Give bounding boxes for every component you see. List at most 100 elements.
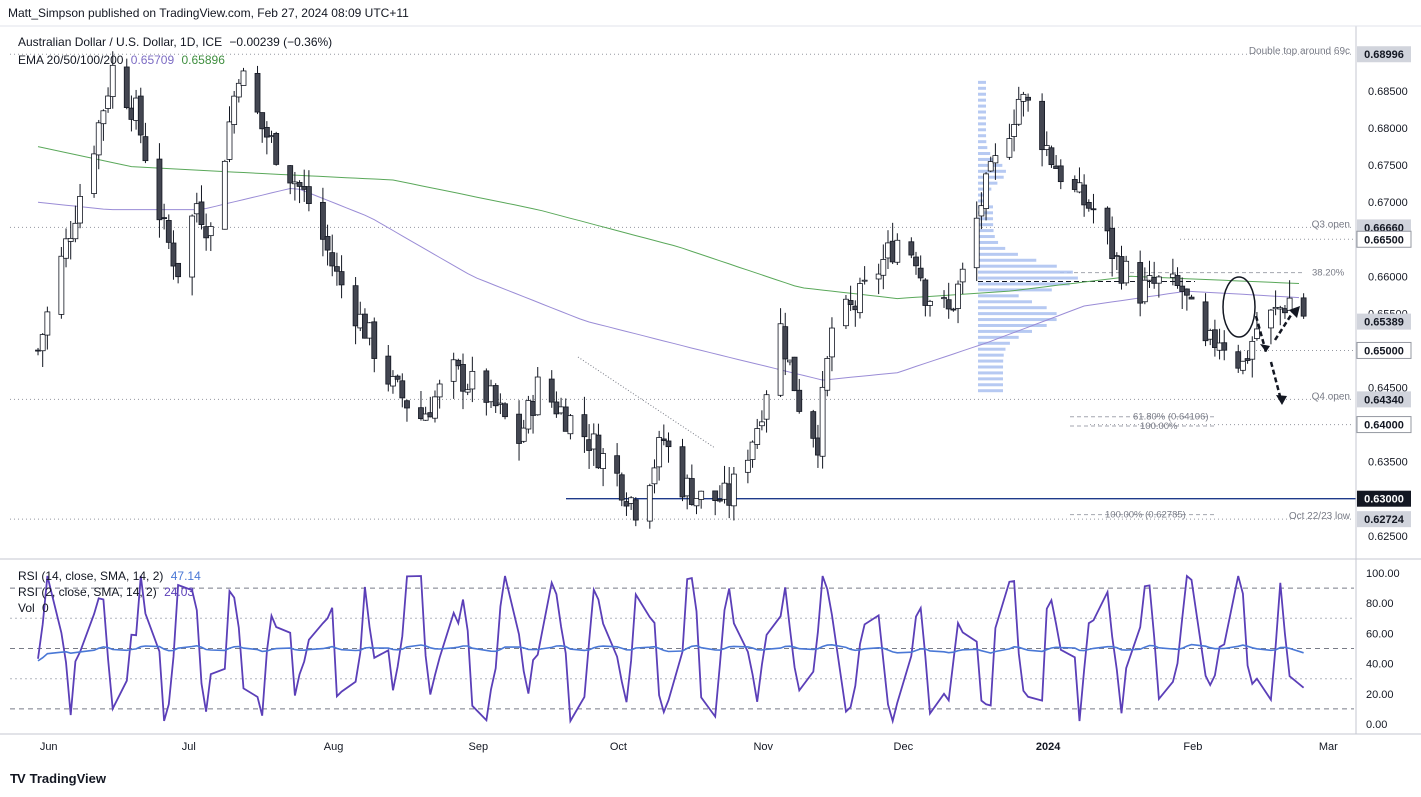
price-axis-tick: 0.67000 — [1368, 197, 1408, 209]
candle-body — [77, 196, 83, 224]
candle-body — [390, 376, 396, 387]
candle-body — [1235, 351, 1242, 369]
rsi2-label: RSI (2, close, SMA, 14, 2) — [18, 585, 157, 599]
volume-profile-bar — [978, 252, 1018, 256]
candle-body — [1048, 147, 1055, 166]
price-badge — [1356, 230, 1412, 248]
rsi-pane — [10, 574, 1354, 725]
candle-body — [268, 135, 275, 138]
candle-body — [352, 285, 359, 327]
candle-body — [338, 271, 345, 286]
candle-body — [749, 441, 756, 460]
tradingview-brand[interactable]: TV TradingView — [10, 771, 106, 786]
candle-body — [91, 153, 97, 194]
candle-body — [861, 279, 868, 282]
candle-body — [1146, 275, 1153, 281]
candle-body — [1109, 227, 1116, 260]
rsi14-value: 47.14 — [170, 569, 201, 583]
candle-body — [1020, 93, 1027, 102]
candle-body — [763, 394, 770, 420]
volume-profile-bar — [978, 80, 986, 84]
ema-label: EMA 20/50/100/200 — [18, 53, 124, 67]
candle-body — [875, 273, 882, 280]
volume-profile-bar — [978, 140, 987, 144]
candle-body — [427, 412, 434, 418]
candle-body — [226, 121, 233, 160]
candle-body — [58, 255, 65, 315]
volume-profile-bar — [978, 300, 1033, 304]
candle-body — [63, 238, 69, 259]
candle-body — [581, 414, 588, 438]
candle-body — [553, 401, 560, 415]
fib-label: 61.80% (0.64106) — [1133, 412, 1209, 423]
candle-body — [857, 283, 863, 314]
candle-body — [1071, 179, 1078, 190]
candle-body — [1151, 277, 1158, 284]
volume-profile-bar — [978, 110, 986, 114]
time-axis-tick: Mar — [1319, 741, 1338, 753]
candle-body — [646, 485, 653, 522]
candle-body — [684, 477, 691, 497]
candle-body — [1104, 207, 1111, 232]
candle-body — [128, 107, 135, 120]
publisher-credit: Matt_Simpson published on TradingView.co… — [8, 6, 409, 20]
candle-body — [263, 126, 270, 138]
candle-body — [922, 279, 929, 306]
rsi2-legend: RSI (2, close, SMA, 14, 2) 24.03 — [18, 585, 194, 599]
volume-profile-bar — [978, 335, 1019, 339]
price-badge-label: 0.66500 — [1364, 234, 1404, 246]
candle-body — [628, 497, 635, 504]
candle-body — [44, 311, 51, 336]
price-badge — [1356, 416, 1412, 434]
symbol-header: Australian Dollar / U.S. Dollar, 1D, ICE… — [18, 35, 332, 49]
time-axis-tick: Feb — [1183, 741, 1202, 753]
time-axis-tick: Dec — [894, 741, 914, 753]
rsi-axis-tick: 40.00 — [1366, 659, 1394, 671]
volume-legend: Vol 0 — [18, 601, 49, 615]
candle-body — [1244, 358, 1251, 361]
candle-body — [945, 299, 952, 310]
candle-body — [1057, 165, 1064, 183]
axes: 0.68500 0.68000 0.67500 0.67000 0.66500 0.660… — [0, 25, 1421, 753]
candle-body — [1113, 255, 1120, 257]
candle-body — [787, 359, 793, 363]
candle-body — [885, 242, 891, 259]
candle-body — [436, 383, 443, 398]
trend-line — [577, 356, 716, 449]
candle-body — [1221, 342, 1228, 351]
candle-body — [203, 226, 210, 239]
highlight-ellipse — [1222, 276, 1256, 338]
price-axis-tick: 0.68500 — [1368, 86, 1408, 98]
candle-body — [464, 389, 471, 393]
price-badge-label: 0.64000 — [1364, 420, 1404, 432]
volume-profile-bar — [978, 365, 1004, 369]
volume-profile-bar — [978, 294, 1019, 298]
fib-label: 100.00% — [1140, 421, 1178, 432]
candle-body — [329, 252, 336, 267]
volume-profile-bar — [978, 157, 996, 161]
candle-body — [291, 181, 298, 185]
volume-profile-bar — [978, 240, 999, 244]
candle-body — [614, 455, 621, 474]
price-axis-tick: 0.62500 — [1368, 531, 1408, 543]
candle-body — [1043, 145, 1050, 150]
rsi2-line — [37, 574, 1305, 725]
candle-body — [1025, 96, 1031, 101]
candle-body — [450, 359, 457, 382]
price-badge-label: 0.68996 — [1364, 49, 1404, 61]
rsi-axis-tick: 100.00 — [1366, 568, 1400, 580]
volume-profile-bar — [978, 134, 987, 138]
price-axis-tick: 0.67500 — [1368, 160, 1408, 172]
candle-body — [824, 358, 831, 391]
ema-legend: EMA 20/50/100/200 0.65709 0.65896 — [18, 53, 225, 67]
candle-body — [1015, 98, 1022, 125]
arrow-head — [1260, 344, 1270, 352]
candle-body — [530, 400, 536, 416]
candle-body — [1282, 308, 1288, 314]
candle-body — [1202, 301, 1209, 342]
tradingview-logo-icon: TV — [10, 771, 26, 786]
candle-body — [142, 136, 149, 162]
candle-body — [1272, 306, 1279, 310]
price-badge-label: 0.62724 — [1364, 514, 1405, 526]
